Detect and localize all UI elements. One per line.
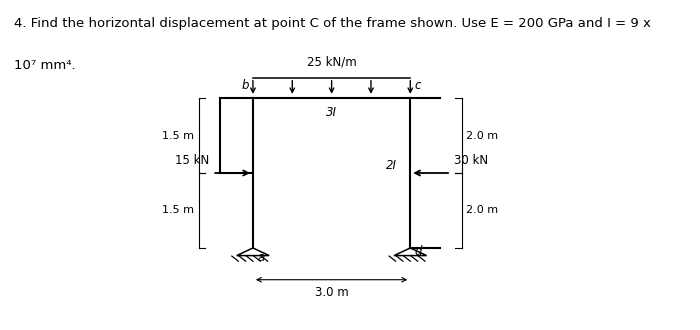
Text: 2.0 m: 2.0 m xyxy=(466,206,498,215)
Text: 30 kN: 30 kN xyxy=(454,154,488,167)
Text: c: c xyxy=(414,79,421,92)
Text: 2I: 2I xyxy=(386,159,397,172)
Text: a: a xyxy=(258,250,265,263)
Text: 4. Find the horizontal displacement at point C of the frame shown. Use E = 200 G: 4. Find the horizontal displacement at p… xyxy=(14,16,651,29)
Text: d: d xyxy=(414,246,422,258)
Text: 1.5 m: 1.5 m xyxy=(162,131,195,141)
Text: 10⁷ mm⁴.: 10⁷ mm⁴. xyxy=(14,59,76,72)
Text: 2.0 m: 2.0 m xyxy=(466,131,498,141)
Text: 3I: 3I xyxy=(326,106,337,118)
Text: 15 kN: 15 kN xyxy=(175,154,209,167)
Text: 25 kN/m: 25 kN/m xyxy=(307,56,356,69)
Text: 3.0 m: 3.0 m xyxy=(315,286,349,299)
Text: 1.5 m: 1.5 m xyxy=(162,206,195,215)
Text: b: b xyxy=(241,79,248,92)
